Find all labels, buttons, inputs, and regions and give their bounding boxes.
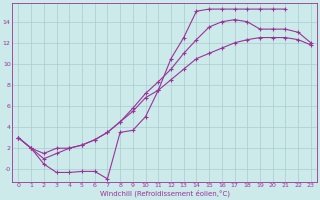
X-axis label: Windchill (Refroidissement éolien,°C): Windchill (Refroidissement éolien,°C)	[100, 190, 230, 197]
